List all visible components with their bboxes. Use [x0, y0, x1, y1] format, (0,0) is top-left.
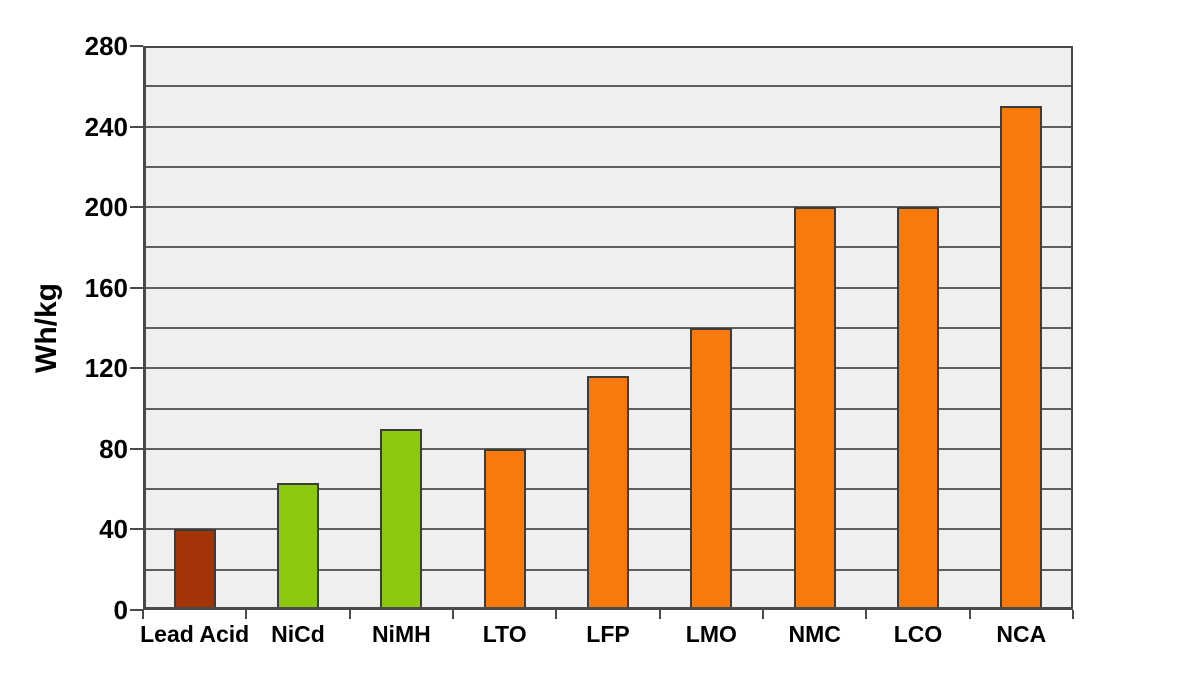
y-tick-label: 160	[84, 272, 128, 303]
y-tick-mark	[130, 609, 143, 611]
x-tick-mark	[142, 610, 144, 619]
plot-right-border	[1071, 46, 1073, 610]
gridline	[143, 246, 1073, 249]
gridline	[143, 206, 1073, 209]
gridline	[143, 165, 1073, 168]
y-tick-mark	[130, 45, 143, 47]
y-axis-line	[143, 46, 146, 610]
x-label-nca: NCA	[996, 621, 1047, 647]
y-tick-mark	[130, 447, 143, 450]
y-tick-mark	[130, 286, 143, 289]
y-tick-label: 40	[99, 514, 128, 545]
x-tick-mark	[968, 610, 971, 619]
y-tick-label: 240	[84, 111, 128, 142]
y-tick-mark	[130, 367, 143, 370]
gridline	[143, 327, 1073, 329]
bar-lfp	[587, 376, 629, 610]
gridline	[143, 125, 1073, 128]
x-tick-mark	[245, 610, 248, 619]
bar-nca	[1000, 106, 1043, 610]
plot-top-border	[143, 46, 1073, 48]
x-label-nimh: NiMH	[371, 621, 431, 647]
x-label-lmo: LMO	[685, 621, 737, 647]
gridline	[143, 367, 1073, 370]
x-label-nmc: NMC	[788, 621, 841, 647]
gridline	[143, 286, 1073, 289]
x-tick-mark	[865, 610, 868, 619]
y-tick-mark	[130, 125, 143, 128]
y-tick-mark	[130, 206, 143, 209]
gridline	[143, 85, 1073, 88]
bar-lead-acid	[173, 529, 216, 610]
x-label-lfp: LFP	[586, 621, 630, 647]
bar-nimh	[380, 428, 423, 610]
plot-area	[130, 45, 1074, 619]
y-tick-mark	[130, 528, 143, 531]
x-tick-mark	[348, 610, 351, 619]
x-tick-mark	[555, 610, 558, 619]
y-tick-label: 200	[84, 192, 128, 223]
y-tick-label: 120	[84, 353, 128, 384]
x-tick-mark	[762, 610, 764, 619]
x-label-lead-acid: Lead Acid	[140, 621, 250, 647]
bar-lco	[897, 207, 939, 610]
x-tick-mark	[452, 610, 454, 619]
bar-nicd	[277, 483, 319, 610]
x-label-lco: LCO	[893, 621, 943, 647]
y-tick-label: 280	[84, 31, 128, 61]
y-tick-label: 0	[113, 595, 128, 625]
x-axis-line	[143, 607, 1073, 610]
bar-nmc	[793, 207, 836, 610]
x-label-lto: LTO	[482, 621, 527, 647]
x-tick-mark	[1072, 610, 1074, 619]
bar-lmo	[690, 328, 733, 610]
x-tick-mark	[658, 610, 661, 619]
bar-lto	[483, 448, 526, 610]
y-tick-label: 80	[99, 433, 128, 464]
x-label-nicd: NiCd	[271, 621, 325, 647]
